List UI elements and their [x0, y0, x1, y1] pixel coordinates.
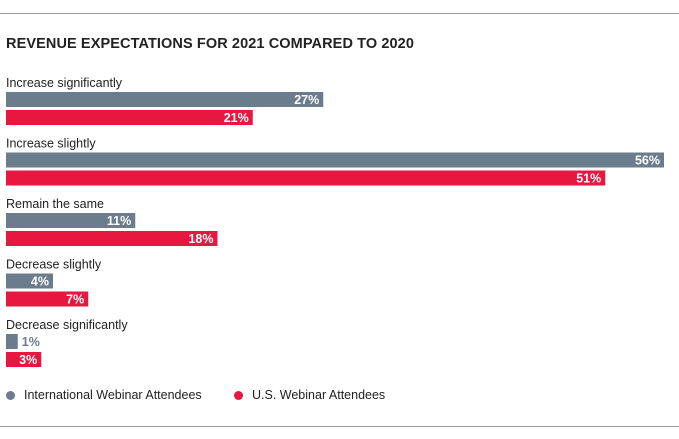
- bar-international-decrease-significantly: [6, 334, 18, 349]
- category-label-decrease-significantly: Decrease significantly: [6, 318, 128, 332]
- top-rule: [0, 13, 679, 14]
- chart-title: REVENUE EXPECTATIONS FOR 2021 COMPARED T…: [6, 36, 415, 52]
- legend-label-international: International Webinar Attendees: [24, 388, 202, 402]
- bar-us-remain-the-same: [6, 231, 218, 246]
- bar-us-increase-significantly: [6, 110, 253, 125]
- bar-international-increase-slightly: [6, 152, 664, 168]
- value-label-us-decrease-slightly: 7%: [66, 293, 84, 307]
- legend-marker-us: [234, 390, 243, 400]
- value-label-international-decrease-slightly: 4%: [31, 275, 49, 289]
- bar-us-increase-slightly: [6, 170, 606, 186]
- value-label-international-increase-significantly: 27%: [294, 93, 319, 107]
- category-label-decrease-slightly: Decrease slightly: [6, 258, 102, 272]
- category-label-increase-significantly: Increase significantly: [6, 76, 123, 90]
- bar-international-decrease-slightly: [6, 273, 53, 289]
- legend-item-us: U.S. Webinar Attendees: [234, 388, 385, 402]
- bar-chart: Increase significantly 27% 21% Increase sli…: [6, 76, 664, 367]
- legend-item-international: International Webinar Attendees: [6, 388, 202, 402]
- value-label-us-increase-significantly: 21%: [224, 111, 249, 125]
- bar-international-increase-significantly: [6, 92, 324, 107]
- value-label-international-remain-the-same: 11%: [107, 214, 131, 228]
- value-label-us-decrease-significantly: 3%: [19, 353, 37, 367]
- value-label-us-increase-slightly: 51%: [576, 172, 601, 186]
- bottom-rule: [0, 426, 679, 427]
- category-label-increase-slightly: Increase slightly: [6, 137, 96, 151]
- bar-us-decrease-slightly: [6, 291, 89, 307]
- value-label-international-decrease-significantly: 1%: [22, 335, 40, 349]
- legend-marker-international: [6, 390, 15, 400]
- legend-label-us: U.S. Webinar Attendees: [252, 388, 386, 402]
- value-label-international-increase-slightly: 56%: [635, 154, 660, 168]
- value-label-us-remain-the-same: 18%: [188, 232, 213, 246]
- bar-international-remain-the-same: [6, 213, 136, 228]
- category-label-remain-the-same: Remain the same: [6, 197, 104, 211]
- bar-us-decrease-significantly: [6, 352, 42, 367]
